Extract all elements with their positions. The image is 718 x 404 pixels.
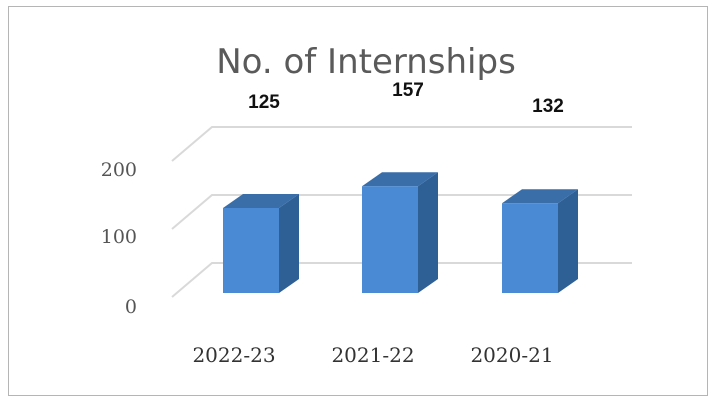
gridlines — [171, 126, 632, 298]
bar-front — [502, 203, 558, 293]
bar — [223, 194, 299, 293]
bar-side — [418, 172, 438, 293]
bar — [362, 172, 438, 293]
bars — [223, 172, 578, 293]
data-label: 132 — [532, 96, 564, 117]
y-tick-label: 200 — [101, 159, 137, 181]
gridline — [171, 126, 632, 162]
data-label: 125 — [248, 92, 280, 113]
x-axis-categories: 2022-23 2021-22 2020-21 — [192, 343, 553, 367]
data-label: 157 — [392, 80, 424, 101]
x-category-label: 2020-21 — [470, 343, 553, 367]
gridline — [171, 262, 632, 298]
bar-side — [279, 194, 299, 293]
gridline — [171, 194, 632, 230]
bar — [502, 189, 578, 293]
x-category-label: 2022-23 — [192, 343, 275, 367]
x-category-label: 2021-22 — [331, 343, 414, 367]
y-axis-ticks: 0 100 200 — [101, 159, 137, 318]
y-tick-label: 0 — [125, 296, 137, 318]
data-labels: 125 157 132 — [248, 80, 564, 117]
bar-top — [223, 194, 299, 208]
y-tick-label: 100 — [101, 226, 137, 248]
chart-frame — [8, 6, 708, 396]
bar-top — [362, 172, 438, 187]
bar-top — [502, 189, 578, 204]
bar-front — [223, 208, 279, 293]
chart-title: No. of Internships — [216, 42, 516, 82]
bar-front — [362, 186, 418, 293]
bar-side — [558, 189, 578, 293]
